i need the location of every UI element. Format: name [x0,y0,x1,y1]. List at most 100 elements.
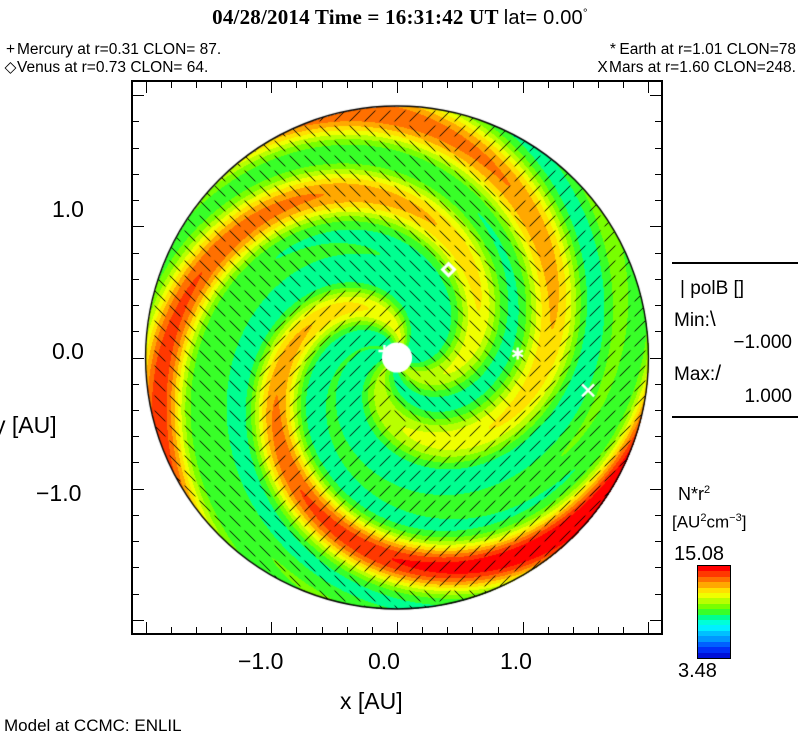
colorbar-band-5 [698,593,730,599]
x-axis-label: x [AU] [340,688,403,714]
x-tick-label-1: 1.0 [500,648,532,674]
axis-tick [346,82,348,88]
axis-tick [133,305,139,307]
axis-tick [547,82,549,88]
axis-tick [133,383,139,385]
axis-tick [271,622,273,633]
diamond-icon: ◇ [4,59,17,76]
header-planet-mars-text: Mars at r=1.60 CLON=248. [609,59,796,76]
axis-tick [655,436,661,438]
polb-legend-title: | polB [] [680,278,798,300]
units-post: ] [741,512,747,532]
axis-tick [648,622,650,633]
polb-max-value: 1.000 [744,386,792,407]
colorbar-band-10 [698,620,730,626]
axis-tick [195,82,197,88]
polb-min-value: −1.000 [733,332,792,353]
axis-tick [246,627,248,633]
axis-tick [133,95,144,97]
axis-tick [650,357,661,359]
title-unit: UT [469,5,499,29]
header-planet-mars: XMars at r=1.60 CLON=248. [596,58,796,77]
axis-tick [133,200,139,202]
axis-tick [145,82,147,93]
axis-tick [133,593,139,595]
axis-tick [598,627,600,633]
title-date: 04/28/2014 [212,5,310,29]
axis-tick [133,409,139,411]
axis-tick [246,82,248,88]
polb-max-row: Max:/ [674,362,798,386]
title-time-label: Time = [314,5,380,29]
axis-tick [655,147,661,149]
colorbar-band-6 [698,598,730,604]
axis-tick [655,252,661,254]
axis-tick [133,357,144,359]
axis-tick [271,82,273,93]
axis-tick [655,593,661,595]
colorbar-band-4 [698,587,730,594]
axis-tick [447,627,449,633]
header-planet-venus-text: Venus at r=0.73 CLON= 64. [17,59,209,76]
colorbar-band-8 [698,609,730,615]
axis-tick [371,82,373,88]
polb-title-text: polB [] [690,278,745,299]
title-lat-value: 0.00 [543,7,583,29]
axis-tick [195,627,197,633]
axis-tick [655,278,661,280]
units-exp1: 2 [700,512,707,524]
axis-tick [497,82,499,88]
axis-tick [397,82,398,93]
colorbar-band-9 [698,614,730,621]
axis-tick [346,627,348,633]
x-tick-label-0: 0.0 [368,648,400,674]
plot-frame [131,80,663,635]
axis-tick [623,82,625,88]
axis-tick [296,82,298,88]
polb-min-label: Min: [674,310,710,331]
axis-tick [623,627,625,633]
units-mid: cm [706,512,730,532]
axis-tick [133,147,139,149]
axis-tick [655,173,661,175]
axis-tick [655,331,661,333]
legend-divider-top [672,262,798,264]
axis-tick [573,627,574,633]
axis-tick [133,173,139,175]
axis-tick [133,488,144,490]
colorbar-band-15 [698,647,730,653]
axis-tick [472,82,474,88]
axis-tick [547,627,549,633]
axis-tick [655,200,661,202]
header-planet-mercury-text: Mercury at r=0.31 CLON= 87. [17,41,222,58]
axis-tick [655,514,661,516]
axis-tick [133,278,139,280]
page-title: 04/28/2014 Time = 16:31:42 UT lat= 0.00° [0,5,800,30]
polb-bar-icon: | [680,278,685,299]
colorbar-units-label: [AU2cm−3] [672,512,746,533]
header-planet-mercury: + Mercury at r=0.31 CLON= 87. [4,40,221,59]
colorbar-band-7 [698,603,730,610]
axis-tick [522,622,524,633]
axis-tick [133,567,139,569]
axis-tick [655,383,661,385]
axis-tick [655,541,661,543]
axis-tick [522,82,524,93]
axis-tick [655,409,661,411]
axis-tick [133,619,144,621]
y-tick-label-minus-1: −1.0 [36,480,82,506]
axis-tick [133,121,139,123]
axis-tick [133,462,139,464]
title-time: 16:31:42 [385,5,464,29]
axis-tick [170,627,172,633]
colorbar-band-3 [698,582,730,588]
axis-tick [170,82,172,88]
axis-tick [145,622,147,633]
axis-tick [648,82,650,93]
axis-tick [655,462,661,464]
axis-tick [321,627,323,633]
axis-tick [422,82,424,88]
axis-tick [447,82,449,88]
axis-tick [655,121,661,123]
header-planet-venus: ◇Venus at r=0.73 CLON= 64. [4,58,209,77]
